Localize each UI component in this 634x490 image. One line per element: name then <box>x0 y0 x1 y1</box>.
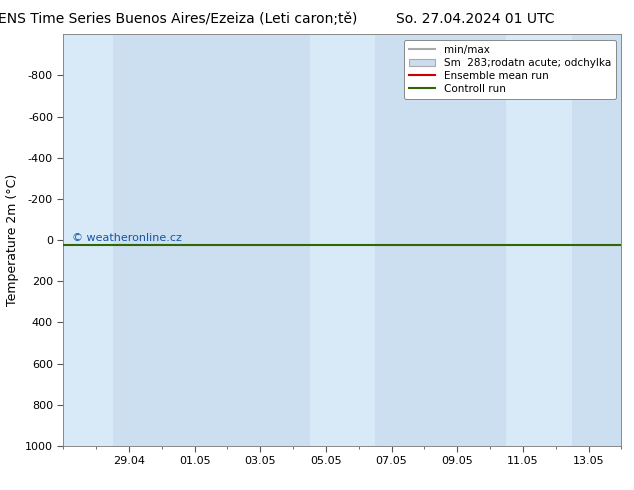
Text: ENS Time Series Buenos Aires/Ezeiza (Leti caron;tě): ENS Time Series Buenos Aires/Ezeiza (Let… <box>0 12 357 26</box>
Bar <box>309 34 375 446</box>
Y-axis label: Temperature 2m (°C): Temperature 2m (°C) <box>6 174 20 306</box>
Bar <box>63 34 113 446</box>
Legend: min/max, Sm  283;rodatn acute; odchylka, Ensemble mean run, Controll run: min/max, Sm 283;rodatn acute; odchylka, … <box>404 40 616 99</box>
Text: © weatheronline.cz: © weatheronline.cz <box>72 233 182 243</box>
Bar <box>507 34 572 446</box>
Text: So. 27.04.2024 01 UTC: So. 27.04.2024 01 UTC <box>396 12 555 26</box>
